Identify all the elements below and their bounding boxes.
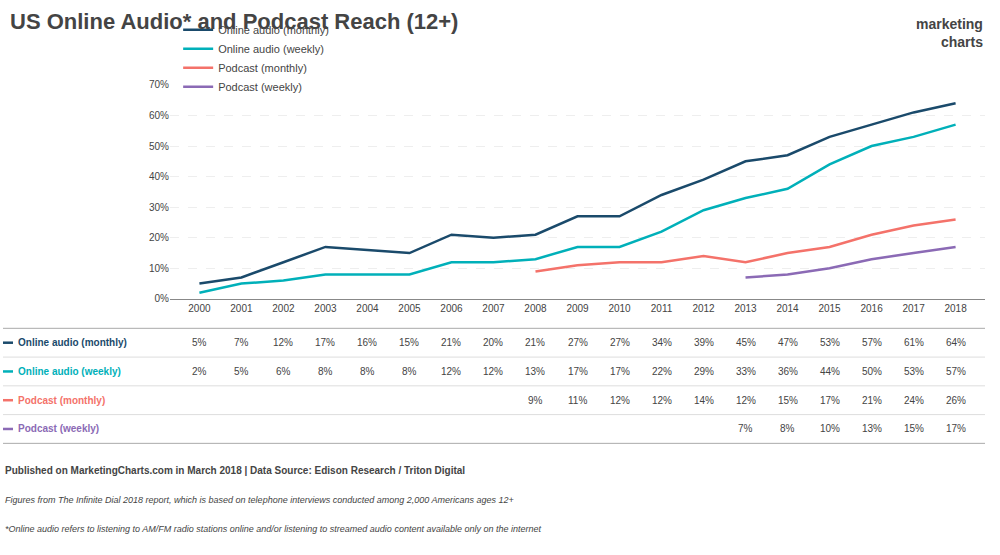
svg-text:53%: 53%	[820, 337, 840, 348]
svg-text:24%: 24%	[904, 395, 924, 406]
svg-text:Published on MarketingCharts.c: Published on MarketingCharts.com in Marc…	[5, 465, 465, 476]
svg-text:21%: 21%	[525, 337, 545, 348]
svg-text:Podcast (weekly): Podcast (weekly)	[218, 81, 302, 93]
svg-text:marketing: marketing	[916, 16, 983, 32]
svg-text:13%: 13%	[525, 366, 545, 377]
svg-text:2007: 2007	[482, 303, 505, 314]
svg-text:2%: 2%	[192, 366, 207, 377]
svg-text:6%: 6%	[276, 366, 291, 377]
svg-text:15%: 15%	[778, 395, 798, 406]
svg-text:47%: 47%	[778, 337, 798, 348]
svg-text:13%: 13%	[862, 423, 882, 434]
svg-text:charts: charts	[941, 34, 983, 50]
svg-text:2018: 2018	[944, 303, 967, 314]
svg-text:39%: 39%	[694, 337, 714, 348]
svg-text:2010: 2010	[608, 303, 631, 314]
svg-text:Figures from The Infinite Dial: Figures from The Infinite Dial 2018 repo…	[5, 495, 514, 505]
svg-text:5%: 5%	[192, 337, 207, 348]
svg-text:8%: 8%	[318, 366, 333, 377]
svg-text:15%: 15%	[904, 423, 924, 434]
svg-text:17%: 17%	[946, 423, 966, 434]
svg-text:45%: 45%	[736, 337, 756, 348]
svg-text:7%: 7%	[234, 337, 249, 348]
svg-text:9%: 9%	[528, 395, 543, 406]
svg-text:20%: 20%	[483, 337, 503, 348]
svg-text:2004: 2004	[356, 303, 379, 314]
svg-text:17%: 17%	[820, 395, 840, 406]
svg-text:7%: 7%	[738, 423, 753, 434]
svg-text:11%: 11%	[568, 395, 587, 406]
svg-text:0%: 0%	[155, 293, 170, 304]
svg-text:12%: 12%	[441, 366, 461, 377]
svg-text:12%: 12%	[610, 395, 630, 406]
svg-text:2016: 2016	[860, 303, 883, 314]
svg-text:Online audio (weekly): Online audio (weekly)	[18, 366, 121, 377]
svg-text:30%: 30%	[149, 202, 169, 213]
svg-text:12%: 12%	[652, 395, 672, 406]
svg-text:12%: 12%	[736, 395, 756, 406]
svg-text:50%: 50%	[149, 141, 169, 152]
svg-text:16%: 16%	[357, 337, 377, 348]
svg-text:70%: 70%	[149, 79, 169, 90]
svg-text:10%: 10%	[149, 263, 169, 274]
svg-text:Online audio (weekly): Online audio (weekly)	[218, 43, 324, 55]
svg-text:33%: 33%	[736, 366, 756, 377]
svg-text:12%: 12%	[273, 337, 293, 348]
svg-text:Podcast (monthly): Podcast (monthly)	[218, 62, 307, 74]
svg-text:36%: 36%	[778, 366, 798, 377]
svg-text:2002: 2002	[272, 303, 295, 314]
svg-text:40%: 40%	[149, 171, 169, 182]
svg-text:20%: 20%	[149, 232, 169, 243]
svg-text:60%: 60%	[149, 110, 169, 121]
svg-text:57%: 57%	[946, 366, 966, 377]
svg-text:14%: 14%	[694, 395, 714, 406]
svg-text:61%: 61%	[904, 337, 924, 348]
svg-text:64%: 64%	[946, 337, 966, 348]
svg-text:2003: 2003	[314, 303, 337, 314]
svg-text:29%: 29%	[694, 366, 714, 377]
svg-text:34%: 34%	[652, 337, 672, 348]
svg-text:2001: 2001	[230, 303, 253, 314]
svg-text:Podcast (monthly): Podcast (monthly)	[18, 395, 105, 406]
svg-text:US Online Audio* and Podcast R: US Online Audio* and Podcast Reach (12+)	[10, 9, 458, 34]
svg-text:Online audio (monthly): Online audio (monthly)	[218, 24, 329, 36]
svg-text:22%: 22%	[652, 366, 672, 377]
svg-text:2000: 2000	[188, 303, 211, 314]
svg-text:12%: 12%	[483, 366, 503, 377]
svg-text:44%: 44%	[820, 366, 840, 377]
svg-text:57%: 57%	[862, 337, 882, 348]
svg-text:17%: 17%	[610, 366, 630, 377]
svg-text:21%: 21%	[441, 337, 461, 348]
svg-text:Podcast (weekly): Podcast (weekly)	[18, 423, 99, 434]
svg-text:2014: 2014	[776, 303, 799, 314]
svg-text:8%: 8%	[360, 366, 375, 377]
svg-text:2005: 2005	[398, 303, 421, 314]
svg-text:10%: 10%	[820, 423, 840, 434]
svg-text:53%: 53%	[904, 366, 924, 377]
svg-text:*Online audio refers to listen: *Online audio refers to listening to AM/…	[5, 524, 541, 534]
svg-text:17%: 17%	[568, 366, 588, 377]
svg-text:2015: 2015	[818, 303, 841, 314]
svg-text:27%: 27%	[610, 337, 630, 348]
svg-text:Online audio (monthly): Online audio (monthly)	[18, 337, 127, 348]
svg-text:8%: 8%	[780, 423, 795, 434]
svg-text:27%: 27%	[568, 337, 588, 348]
svg-text:15%: 15%	[399, 337, 419, 348]
svg-text:21%: 21%	[862, 395, 882, 406]
svg-text:26%: 26%	[946, 395, 966, 406]
svg-text:2013: 2013	[734, 303, 757, 314]
svg-text:2017: 2017	[902, 303, 925, 314]
svg-text:5%: 5%	[234, 366, 249, 377]
svg-text:2012: 2012	[692, 303, 715, 314]
svg-text:2011: 2011	[651, 303, 673, 314]
svg-text:50%: 50%	[862, 366, 882, 377]
svg-text:2006: 2006	[440, 303, 463, 314]
svg-text:2009: 2009	[566, 303, 589, 314]
svg-text:2008: 2008	[524, 303, 547, 314]
svg-text:8%: 8%	[402, 366, 417, 377]
svg-text:17%: 17%	[315, 337, 335, 348]
